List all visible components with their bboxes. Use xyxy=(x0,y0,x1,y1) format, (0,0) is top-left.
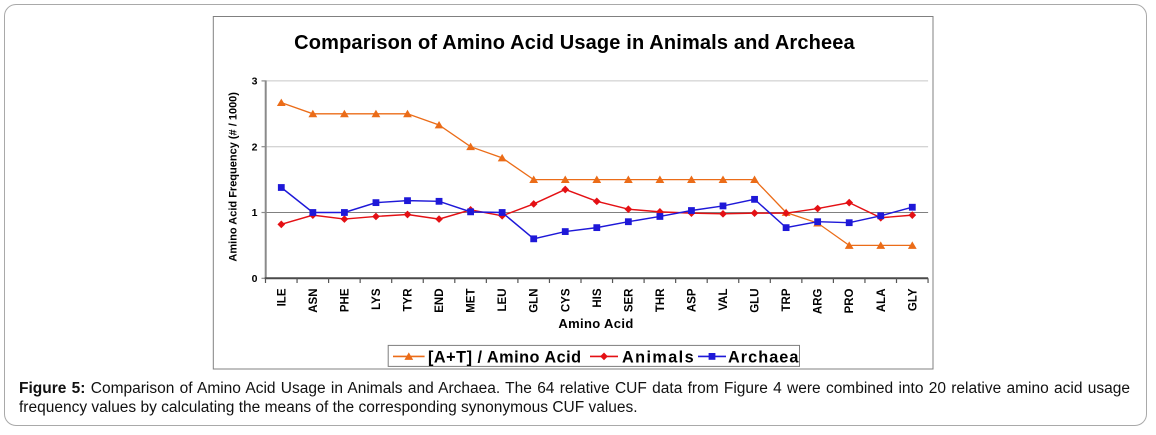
svg-text:HIS: HIS xyxy=(592,288,604,308)
svg-text:CYS: CYS xyxy=(560,288,572,312)
svg-text:END: END xyxy=(434,289,446,313)
svg-text:3: 3 xyxy=(252,76,258,88)
svg-text:ARG: ARG xyxy=(813,288,825,314)
svg-text:GLN: GLN xyxy=(529,289,541,313)
svg-text:[A+T] / Amino Acid: [A+T] / Amino Acid xyxy=(428,348,582,366)
svg-text:LYS: LYS xyxy=(371,288,383,310)
svg-text:ASN: ASN xyxy=(308,289,320,313)
svg-text:THR: THR xyxy=(655,288,667,312)
svg-text:Comparison of Amino Acid Usage: Comparison of Amino Acid Usage in Animal… xyxy=(294,32,855,54)
svg-text:Archaea: Archaea xyxy=(728,348,800,366)
svg-text:MET: MET xyxy=(466,289,478,313)
svg-text:GLU: GLU xyxy=(750,289,762,313)
svg-text:Animals: Animals xyxy=(622,348,695,366)
svg-text:TYR: TYR xyxy=(403,288,415,312)
svg-text:SER: SER xyxy=(623,288,635,312)
svg-text:2: 2 xyxy=(252,141,258,153)
svg-text:Amino Acid: Amino Acid xyxy=(558,316,633,331)
svg-text:LEU: LEU xyxy=(497,289,509,312)
svg-text:PHE: PHE xyxy=(339,288,351,312)
svg-text:ILE: ILE xyxy=(276,288,288,306)
svg-text:VAL: VAL xyxy=(718,289,730,311)
svg-text:1: 1 xyxy=(252,207,258,219)
svg-text:Amino Acid Frequency (# / 1000: Amino Acid Frequency (# / 1000) xyxy=(228,92,240,262)
svg-text:ALA: ALA xyxy=(876,289,888,313)
svg-text:TRP: TRP xyxy=(781,288,793,311)
svg-text:0: 0 xyxy=(252,273,258,285)
svg-text:ASP: ASP xyxy=(686,288,698,312)
svg-text:GLY: GLY xyxy=(907,288,919,311)
svg-text:PRO: PRO xyxy=(844,288,856,313)
